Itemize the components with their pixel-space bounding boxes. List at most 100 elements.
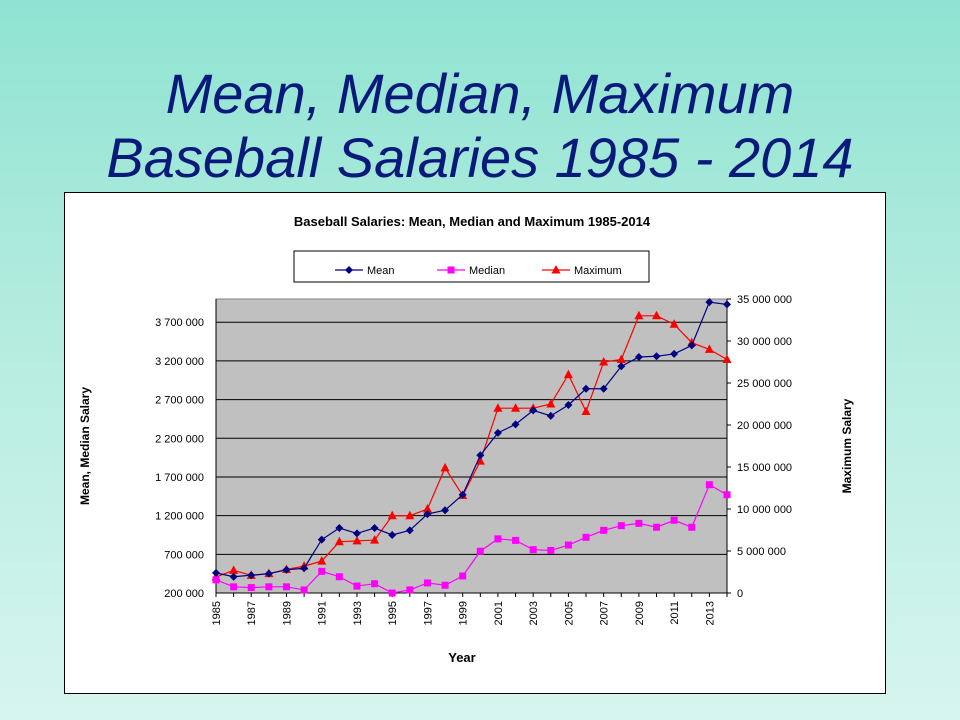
data-point xyxy=(317,556,327,565)
data-point xyxy=(334,536,344,546)
data-point xyxy=(229,565,239,574)
x-tick-label: 1985 xyxy=(211,601,223,625)
left-y-axis: 200 000 700 000 1 200 000 1 700 000 2 200 00… xyxy=(155,299,217,600)
data-point xyxy=(352,535,362,545)
left-y-tick-label: 1 700 000 xyxy=(155,472,204,484)
data-point xyxy=(599,357,609,366)
data-point xyxy=(371,580,379,588)
data-point xyxy=(388,589,396,597)
series-layer xyxy=(211,298,732,597)
data-point xyxy=(247,571,256,580)
data-point xyxy=(652,352,661,361)
data-point xyxy=(669,319,679,328)
data-point xyxy=(265,583,273,591)
data-point xyxy=(551,265,561,274)
data-point xyxy=(406,586,414,594)
data-point xyxy=(546,411,555,420)
data-point xyxy=(511,420,520,429)
data-point xyxy=(300,564,309,573)
x-axis: 1985 1987 1989 1991 1993 1995 1997 1999 2001 2003… xyxy=(211,592,728,625)
data-point xyxy=(264,569,273,578)
data-point xyxy=(705,481,713,489)
legend-item-mean: Mean xyxy=(335,265,395,277)
data-point xyxy=(282,565,291,574)
slide-title: Mean, Median, Maximum Baseball Salaries … xyxy=(0,62,960,190)
data-point xyxy=(212,576,220,584)
data-point xyxy=(335,524,344,533)
data-point xyxy=(370,524,379,533)
series-median xyxy=(212,481,731,597)
right-y-tick-label: 10 000 000 xyxy=(737,504,792,516)
data-point xyxy=(616,354,626,363)
series-mean xyxy=(212,298,731,581)
data-point xyxy=(352,529,361,538)
left-y-tick-label: 3 700 000 xyxy=(155,317,204,329)
right-y-tick-label: 20 000 000 xyxy=(737,420,792,432)
data-point xyxy=(653,523,661,531)
data-point xyxy=(722,354,732,363)
data-point xyxy=(705,298,714,307)
data-point xyxy=(564,541,572,549)
data-point xyxy=(563,369,573,379)
data-point xyxy=(423,579,431,587)
data-point xyxy=(723,491,731,499)
data-point xyxy=(600,526,608,534)
data-point xyxy=(635,519,643,527)
data-point xyxy=(440,462,450,472)
data-point xyxy=(388,530,397,539)
data-point xyxy=(229,572,238,581)
data-point xyxy=(422,504,432,513)
data-point xyxy=(529,406,538,415)
data-point xyxy=(423,510,432,519)
chart-area: Baseball Salaries: Mean, Median and Maxi… xyxy=(64,192,886,694)
data-point xyxy=(476,451,485,460)
data-point xyxy=(447,266,455,274)
x-tick-label: 1999 xyxy=(458,601,470,625)
data-point xyxy=(564,400,573,409)
data-point xyxy=(652,310,662,320)
data-point xyxy=(212,568,220,577)
chart-legend: Mean Median Maximum xyxy=(293,250,650,283)
gridlines xyxy=(216,321,727,594)
right-y-axis: 0 5 000 000 10 000 000 15 000 000 20 000 000… xyxy=(726,294,792,600)
data-point xyxy=(582,384,591,393)
x-tick-label: 1993 xyxy=(352,601,364,625)
x-tick-label: 2013 xyxy=(704,601,716,625)
data-point xyxy=(634,310,644,320)
right-y-tick-label: 5 000 000 xyxy=(737,546,786,558)
data-point xyxy=(387,510,397,520)
right-axis-label: Maximum Salary xyxy=(840,398,854,493)
data-point xyxy=(230,583,238,591)
left-y-tick-label: 2 700 000 xyxy=(155,395,204,407)
left-axis-label: Mean, Median Salary xyxy=(78,387,92,505)
line-chart: Baseball Salaries: Mean, Median and Maxi… xyxy=(78,214,854,665)
left-y-tick-label: 3 200 000 xyxy=(155,356,204,368)
data-point xyxy=(704,344,714,353)
x-tick-label: 2005 xyxy=(563,601,575,625)
right-y-tick-label: 30 000 000 xyxy=(737,336,792,348)
data-point xyxy=(282,583,290,591)
data-point xyxy=(493,403,503,412)
data-point xyxy=(317,535,326,544)
data-point xyxy=(546,399,556,408)
x-tick-label: 2011 xyxy=(669,601,681,625)
data-point xyxy=(405,526,414,535)
data-point xyxy=(634,353,643,362)
x-tick-label: 1991 xyxy=(317,601,329,625)
data-point xyxy=(494,535,502,543)
data-point xyxy=(599,384,608,393)
data-point xyxy=(247,584,255,592)
data-point xyxy=(493,428,502,437)
legend-item-median: Median xyxy=(437,265,505,277)
data-point xyxy=(353,582,361,590)
data-point xyxy=(405,510,415,520)
x-tick-label: 1997 xyxy=(422,601,434,625)
data-point xyxy=(476,547,484,555)
x-tick-label: 2009 xyxy=(634,601,646,625)
data-point xyxy=(318,567,326,575)
data-point xyxy=(459,572,467,580)
data-point xyxy=(670,516,678,524)
x-tick-label: 1989 xyxy=(281,601,293,625)
x-tick-label: 2007 xyxy=(599,601,611,625)
right-y-tick-label: 0 xyxy=(737,588,743,600)
